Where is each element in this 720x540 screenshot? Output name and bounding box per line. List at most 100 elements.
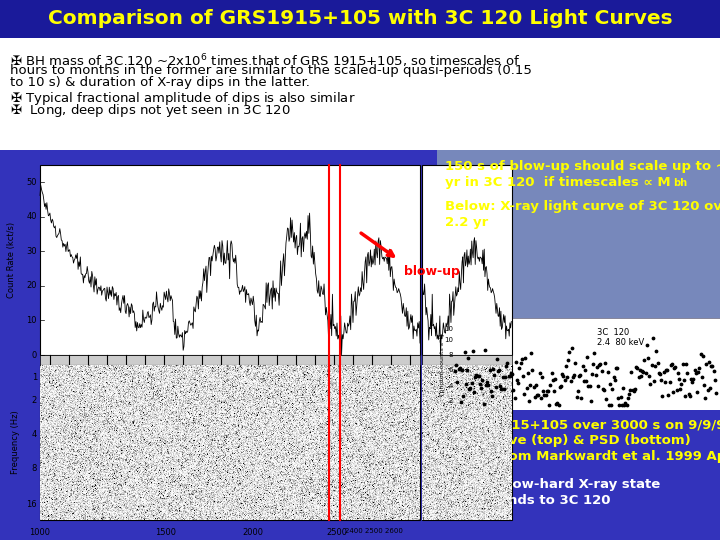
Point [673,375,685,383]
Point [593,360,605,369]
Point [534,368,545,377]
Point [454,363,466,372]
Point [497,373,508,382]
Point [572,387,583,396]
Point [669,363,680,372]
Point [665,361,677,369]
Text: $\maltese$ Typical fractional amplitude of dips is also similar: $\maltese$ Typical fractional amplitude … [10,90,356,107]
Point [648,376,660,385]
Text: 40: 40 [27,212,37,221]
Point [554,383,566,391]
Point [455,397,467,406]
Point [577,362,588,371]
Point [672,369,683,377]
Text: 8: 8 [449,352,453,358]
Bar [422,355,512,365]
Point [621,401,632,409]
Point [635,372,647,381]
Point [603,401,614,409]
Point [698,381,710,389]
Point [510,357,521,366]
Point [696,373,708,381]
Point [703,358,715,367]
Point [456,366,468,375]
Bar [0,38,720,150]
Point [702,386,714,394]
Point [644,379,656,388]
Point [505,369,517,377]
Point [521,383,532,392]
Point [542,387,554,395]
Point [555,381,567,390]
Point [637,368,649,377]
Bar [437,410,720,540]
Text: 6: 6 [449,367,453,373]
Point [626,368,637,376]
Text: 16: 16 [27,500,37,509]
Point [590,370,601,379]
Point [575,394,587,403]
Point [691,388,703,396]
Point [567,373,579,382]
Point [489,370,500,379]
Point [517,372,528,380]
Point [469,373,481,381]
Text: 1500: 1500 [155,528,176,537]
Text: 3C  120
2.4  80 keV: 3C 120 2.4 80 keV [597,328,644,347]
Point [633,373,644,381]
Point [689,365,701,374]
Point [451,361,462,369]
Text: ← GRS 1915+105 over 3000 s on 9/9/97: ← GRS 1915+105 over 3000 s on 9/9/97 [442,418,720,431]
Point [486,392,498,400]
Point [682,368,693,377]
Point [683,389,694,398]
Point [662,390,674,399]
Point [504,372,516,381]
Point [600,359,611,367]
Point [634,366,646,374]
Point [593,382,604,390]
Bar [422,365,512,520]
Point [472,372,483,381]
Point [541,387,552,395]
Text: 2.2 yr: 2.2 yr [445,216,488,229]
Point [491,354,503,363]
Text: 2: 2 [32,396,37,405]
Point [589,349,600,357]
Point [654,370,666,379]
Point [620,399,631,407]
Point [498,384,510,393]
Point [613,394,624,403]
Point [540,391,552,400]
Point [565,377,577,386]
Point [618,401,630,409]
Point [544,381,556,389]
Point [675,384,686,393]
Point [655,375,667,384]
Text: $\maltese$  Long, deep dips not yet seen in 3C 120: $\maltese$ Long, deep dips not yet seen … [10,102,291,119]
Point [495,382,506,391]
Point [490,382,501,391]
Text: Below: X-ray light curve of 3C 120 over: Below: X-ray light curve of 3C 120 over [445,200,720,213]
Point [706,361,718,370]
Bar [40,165,420,355]
Point [468,388,480,396]
Point [479,346,490,354]
Point [709,375,720,384]
Point [640,368,652,377]
Point [527,366,539,375]
Point [461,366,472,374]
Point [679,392,690,400]
Point [598,386,610,394]
Point [611,363,623,372]
Text: hours to months in the former are similar to the scaled-up quasi-periods (0.15: hours to months in the former are simila… [10,64,532,77]
Point [688,375,699,384]
Text: 10: 10 [444,336,453,342]
Point [482,377,493,386]
Point [631,363,642,372]
Point [608,373,619,382]
Point [591,363,603,372]
Text: 2500: 2500 [326,528,347,537]
Point [535,394,546,403]
Point [524,381,536,389]
